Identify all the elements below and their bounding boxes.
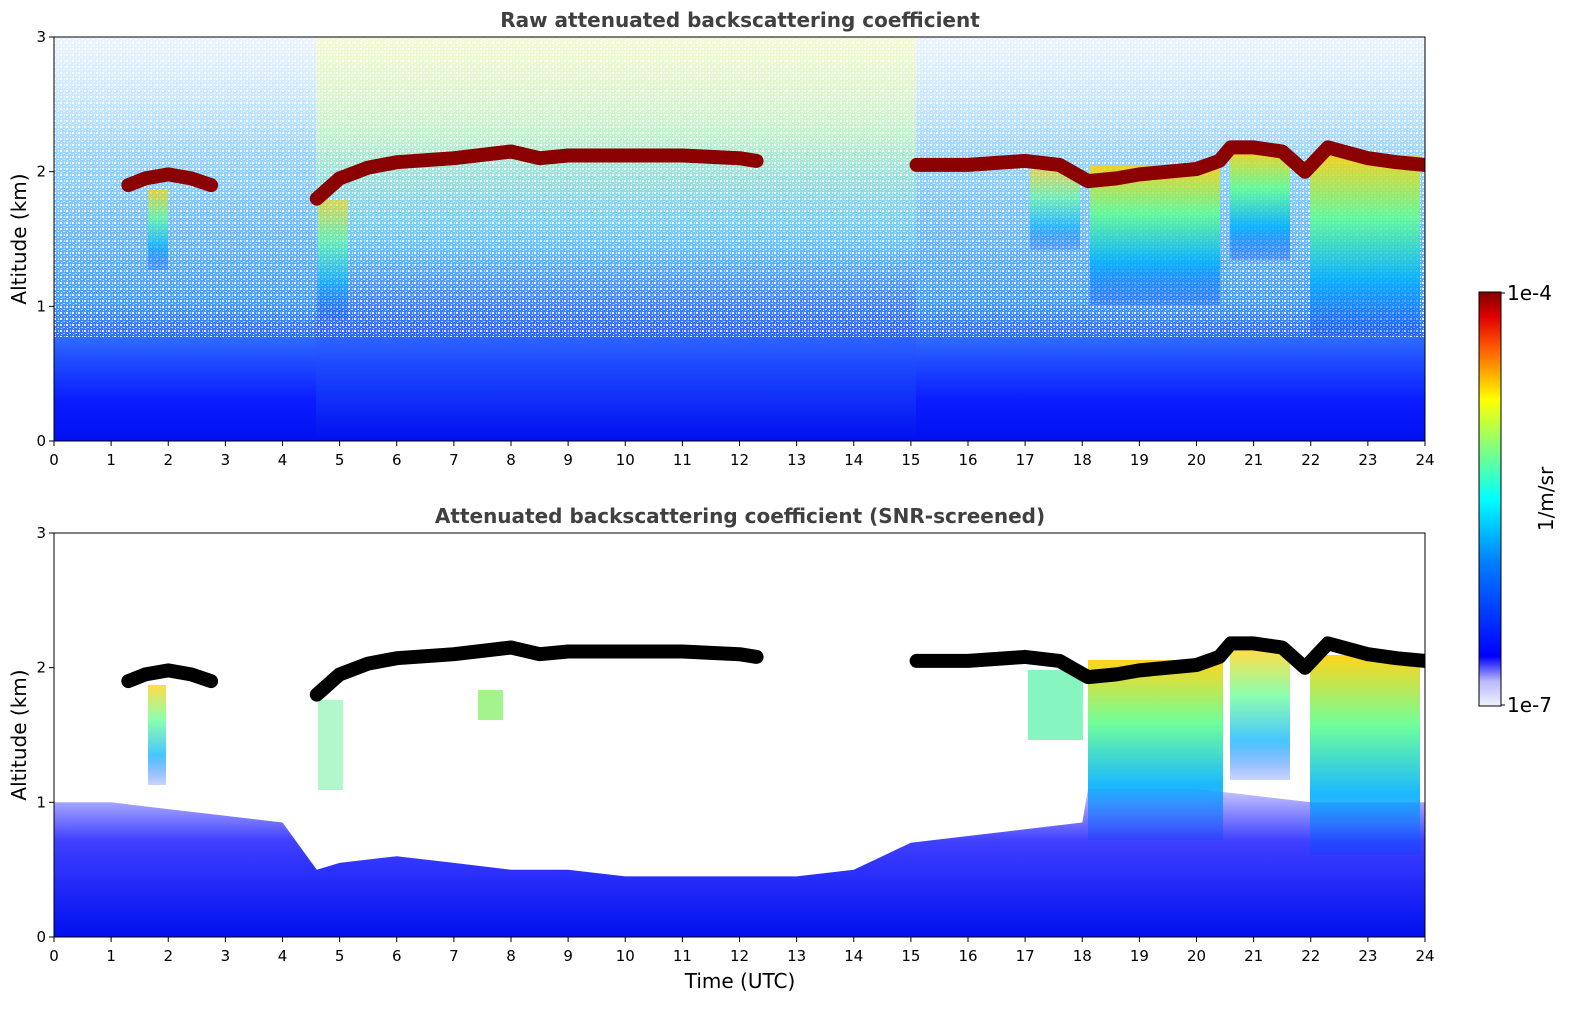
x-tick-label: 18 <box>1073 947 1092 965</box>
y-tick-label: 3 <box>36 524 46 542</box>
x-tick-label: 15 <box>901 451 920 469</box>
cloud-layer <box>121 167 219 193</box>
colorbar-gradient <box>1478 291 1502 707</box>
x-tick-label: 2 <box>163 451 173 469</box>
x-tick-label: 5 <box>335 947 345 965</box>
x-tick-label: 10 <box>616 947 635 965</box>
x-tick-label: 22 <box>1301 947 1320 965</box>
raw-panel-title: Raw attenuated backscattering coefficien… <box>500 8 980 32</box>
x-tick-label: 13 <box>787 947 806 965</box>
x-tick-label: 14 <box>844 947 863 965</box>
cloud-layer <box>309 640 764 702</box>
x-tick-label: 20 <box>1187 947 1206 965</box>
screened-heatmap <box>54 533 1425 937</box>
x-tick-label: 3 <box>221 947 231 965</box>
x-tick-label: 10 <box>616 451 635 469</box>
y-tick-label: 2 <box>36 163 46 181</box>
x-tick-label: 23 <box>1358 451 1377 469</box>
screened-valid-region <box>54 788 1425 937</box>
y-tick-label: 2 <box>36 659 46 677</box>
cloud-layer <box>909 140 1425 189</box>
x-tick-label: 22 <box>1301 451 1320 469</box>
x-tick-label: 4 <box>278 451 288 469</box>
screened-y-axis: 0 1 2 3 <box>36 524 54 946</box>
x-tick-label: 6 <box>392 947 402 965</box>
x-tick-label: 18 <box>1073 451 1092 469</box>
x-tick-label: 4 <box>278 947 288 965</box>
x-tick-label: 9 <box>563 947 573 965</box>
x-tick-label: 12 <box>730 947 749 965</box>
x-tick-label: 7 <box>449 947 459 965</box>
x-tick-label: 1 <box>106 451 116 469</box>
x-tick-label: 21 <box>1244 451 1263 469</box>
screened-y-axis-label: Altitude (km) <box>7 669 31 800</box>
x-tick-label: 12 <box>730 451 749 469</box>
cloud-layer <box>309 144 764 206</box>
colorbar-unit-label: 1/m/sr <box>1534 466 1558 531</box>
x-tick-label: 1 <box>106 947 116 965</box>
x-tick-label: 17 <box>1016 451 1035 469</box>
x-tick-label: 24 <box>1415 947 1434 965</box>
cloud-layer <box>909 636 1425 685</box>
x-tick-label: 11 <box>673 947 692 965</box>
y-tick-label: 1 <box>36 297 46 315</box>
x-tick-label: 0 <box>49 947 59 965</box>
x-tick-label: 7 <box>449 451 459 469</box>
x-tick-label: 21 <box>1244 947 1263 965</box>
x-tick-label: 24 <box>1415 451 1434 469</box>
x-tick-label: 23 <box>1358 947 1377 965</box>
x-tick-label: 8 <box>506 451 516 469</box>
raw-y-axis-label: Altitude (km) <box>7 173 31 304</box>
x-tick-label: 11 <box>673 451 692 469</box>
y-tick-label: 0 <box>36 928 46 946</box>
colorbar: 1e-4 1e-7 1/m/sr <box>1478 281 1558 717</box>
y-tick-label: 0 <box>36 432 46 450</box>
screened-x-axis-label: Time (UTC) <box>684 969 796 993</box>
raw-y-axis: 0 1 2 3 <box>36 28 54 450</box>
screened-fall-streaks <box>148 650 1420 855</box>
raw-x-axis: 0 1 2 3 4 5 6 7 8 9 10 11 12 13 14 15 16 17 18 19 20 21 22 23 24 <box>49 441 1435 469</box>
x-tick-label: 20 <box>1187 451 1206 469</box>
x-tick-label: 0 <box>49 451 59 469</box>
x-tick-label: 6 <box>392 451 402 469</box>
raw-panel: Raw attenuated backscattering coefficien… <box>7 8 1435 469</box>
colorbar-max-label: 1e-4 <box>1507 281 1552 305</box>
screened-panel: Attenuated backscattering coefficient (S… <box>7 504 1435 993</box>
y-tick-label: 3 <box>36 28 46 46</box>
raw-fall-streaks <box>148 150 1420 335</box>
x-tick-label: 15 <box>901 947 920 965</box>
screened-panel-title: Attenuated backscattering coefficient (S… <box>435 504 1045 528</box>
colorbar-min-label: 1e-7 <box>1507 693 1552 717</box>
cloud-layer <box>121 663 219 689</box>
x-tick-label: 3 <box>221 451 231 469</box>
raw-cloud-layers <box>121 140 1425 206</box>
x-tick-label: 2 <box>163 947 173 965</box>
x-tick-label: 16 <box>958 451 977 469</box>
x-tick-label: 17 <box>1016 947 1035 965</box>
x-tick-label: 19 <box>1130 451 1149 469</box>
x-tick-label: 13 <box>787 451 806 469</box>
x-tick-label: 8 <box>506 947 516 965</box>
x-tick-label: 5 <box>335 451 345 469</box>
x-tick-label: 19 <box>1130 947 1149 965</box>
raw-heatmap <box>54 37 1425 441</box>
screened-cloud-layers <box>121 636 1425 702</box>
x-tick-label: 14 <box>844 451 863 469</box>
x-tick-label: 9 <box>563 451 573 469</box>
screened-x-axis: 0 1 2 3 4 5 6 7 8 9 10 11 12 13 14 15 16 17 18 19 20 21 22 23 24 <box>49 937 1435 965</box>
y-tick-label: 1 <box>36 793 46 811</box>
x-tick-label: 16 <box>958 947 977 965</box>
